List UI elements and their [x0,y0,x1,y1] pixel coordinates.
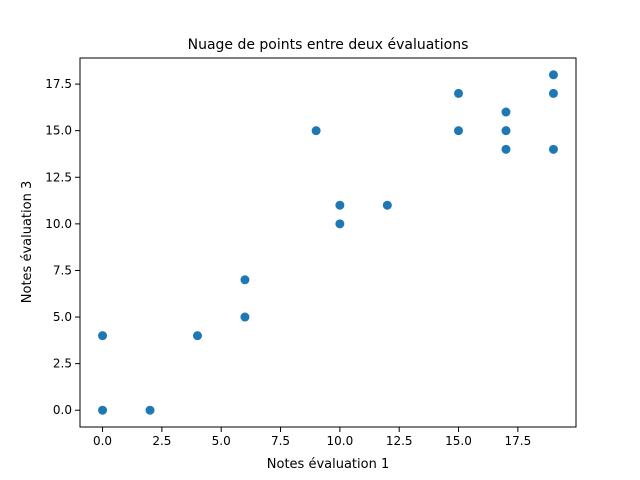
x-tick-label-6: 15.0 [445,434,472,448]
x-axis-label: Notes évaluation 1 [267,457,389,472]
x-tick-label-2: 5.0 [212,434,231,448]
scatter-point-17 [548,144,558,154]
y-tick-label-6: 15.0 [45,124,72,138]
chart-title: Nuage de points entre deux évaluations [188,37,469,53]
x-tick-label-1: 2.5 [152,434,171,448]
scatter-point-0 [98,331,108,341]
scatter-point-5 [240,275,250,285]
x-tick-label-3: 7.5 [271,434,290,448]
y-tick-label-5: 12.5 [45,170,72,184]
x-tick-label-0: 0.0 [93,434,112,448]
scatter-point-3 [192,331,202,341]
scatter-point-7 [335,200,345,210]
x-tick-label-7: 17.5 [504,434,531,448]
y-tick-label-3: 7.5 [53,263,72,277]
y-ticks-layer: 0.0 2.5 5.0 7.5 10.0 12.5 15.0 17.5 [45,77,80,417]
plot-frame [79,57,577,428]
points-layer [98,70,558,415]
y-tick-label-0: 0.0 [53,403,72,417]
scatter-point-12 [501,107,511,117]
scatter-point-16 [548,88,558,98]
y-tick-label-2: 5.0 [53,310,72,324]
scatter-point-9 [382,200,392,210]
scatter-point-13 [501,126,511,136]
scatter-point-10 [454,88,464,98]
scatter-point-1 [98,405,108,415]
x-tick-label-4: 10.0 [327,434,354,448]
y-tick-label-4: 10.0 [45,217,72,231]
scatter-point-15 [548,70,558,80]
y-axis-label: Notes évaluation 3 [20,181,35,303]
scatter-point-4 [240,312,250,322]
x-tick-label-5: 12.5 [386,434,413,448]
scatter-point-2 [145,405,155,415]
scatter-point-11 [454,126,464,136]
y-tick-label-1: 2.5 [53,357,72,371]
y-tick-label-7: 17.5 [45,77,72,91]
x-ticks-layer: 0.0 2.5 5.0 7.5 10.0 12.5 15.0 17.5 [93,427,531,448]
scatter-point-14 [501,144,511,154]
scatter-point-6 [311,126,321,136]
scatter-point-8 [335,219,345,229]
